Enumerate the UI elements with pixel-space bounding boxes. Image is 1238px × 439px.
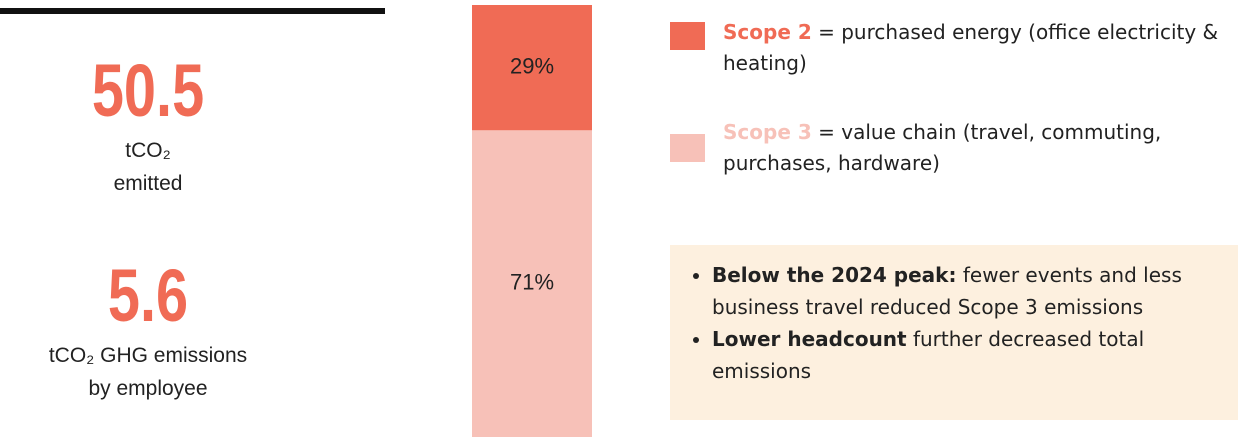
kpi-label-line: emitted	[113, 172, 183, 195]
kpi-value: 5.6	[107, 254, 189, 337]
legend-name: Scope 2	[723, 20, 812, 44]
kpi-label: tCO₂ emitted	[0, 134, 296, 200]
note: Below the 2024 peak: fewer events and le…	[712, 259, 1218, 323]
legend-name: Scope 3	[723, 120, 812, 144]
kpi-label: tCO₂ GHG emissions by employee	[0, 339, 296, 405]
legend-description: = value chain (travel, commuting, purcha…	[723, 120, 1162, 175]
kpi-label-line: by employee	[88, 377, 208, 400]
kpi-label-line: tCO₂	[125, 139, 171, 162]
notes-box: Below the 2024 peak: fewer events and le…	[670, 245, 1238, 420]
legend-description: = purchased energy (office electricity &…	[723, 20, 1219, 75]
bar-segment	[472, 5, 592, 131]
note-bold: Below the 2024 peak:	[712, 263, 957, 287]
value-label: 29%	[510, 53, 554, 78]
note-text: fewer events and less business travel re…	[712, 263, 1182, 319]
value-label: 71%	[510, 269, 554, 294]
legend-entry: Scope 2 = purchased energy (office elect…	[723, 17, 1238, 79]
kpi-value: 50.5	[91, 49, 205, 132]
note-bold: Lower headcount	[712, 327, 907, 351]
note-text: further decreased total emissions	[712, 327, 1145, 383]
kpi-label-line: tCO₂ GHG emissions	[48, 344, 248, 367]
legend-entry: Scope 3 = value chain (travel, commuting…	[723, 117, 1238, 179]
top-rule	[0, 8, 385, 14]
legend-swatch	[670, 134, 705, 162]
notes-list: Below the 2024 peak: fewer events and le…	[670, 245, 1238, 387]
legend-swatch	[670, 22, 705, 50]
bar-segment	[472, 130, 592, 437]
note: Lower headcount further decreased total …	[712, 323, 1218, 387]
chart: 71% 29%	[472, 5, 592, 437]
